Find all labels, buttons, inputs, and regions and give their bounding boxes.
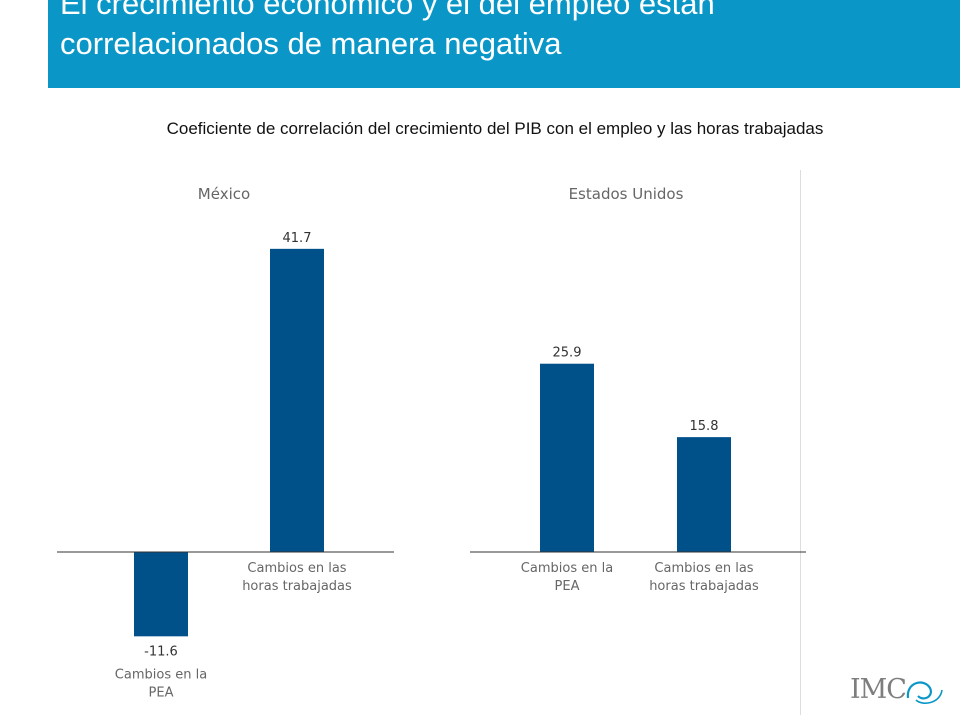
data-label: 25.9 — [553, 346, 582, 361]
category-label: horas trabajadas — [242, 579, 352, 594]
category-label: Cambios en la — [521, 561, 613, 576]
chart-subtitle: Coeficiente de correlación del crecimien… — [166, 119, 824, 138]
chart-title: México — [198, 185, 250, 203]
data-label: 15.8 — [690, 419, 719, 434]
category-label: Cambios en las — [247, 561, 346, 576]
title-bar: El crecimiento económico y el del empleo… — [48, 0, 960, 88]
category-label: Cambios en la — [115, 667, 207, 682]
category-label: horas trabajadas — [649, 579, 759, 594]
category-label: PEA — [555, 579, 580, 594]
chart-title: Estados Unidos — [569, 185, 684, 203]
bar — [270, 248, 324, 552]
wave-logo-icon — [906, 681, 943, 704]
data-label: 41.7 — [283, 231, 312, 246]
bar — [540, 363, 594, 552]
category-label: PEA — [149, 685, 174, 700]
logo-text: IMC — [850, 674, 907, 705]
bar — [134, 552, 188, 637]
page-title: El crecimiento económico y el del empleo… — [60, 0, 715, 61]
data-label: -11.6 — [144, 644, 178, 659]
bar — [677, 437, 731, 552]
imco-logo: IMC — [850, 672, 946, 708]
category-label: Cambios en las — [654, 561, 753, 576]
panel-divider — [800, 170, 801, 715]
